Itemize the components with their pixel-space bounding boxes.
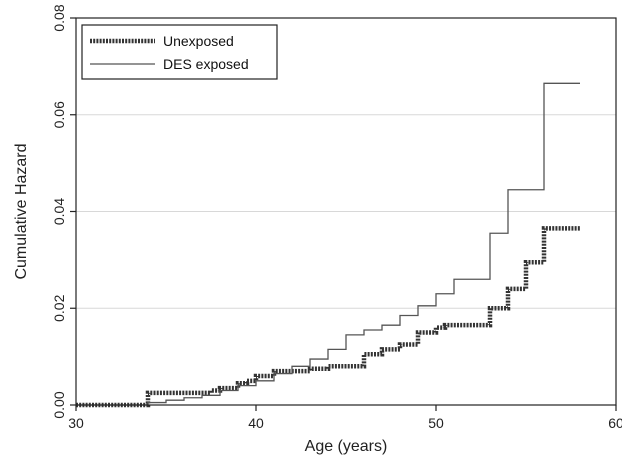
x-tick-label: 40 (248, 415, 264, 431)
legend-box (81, 24, 278, 80)
x-tick-label: 60 (608, 415, 622, 431)
legend-label: Unexposed (163, 33, 234, 49)
legend-label: DES exposed (163, 56, 249, 72)
x-axis-title: Age (years) (305, 438, 388, 455)
y-tick-label: 0.02 (51, 294, 67, 321)
y-tick-label: 0.00 (51, 391, 67, 418)
y-tick-label: 0.08 (51, 4, 67, 31)
y-axis-ticks: 0.00 0.02 0.04 0.06 0.08 (51, 4, 76, 419)
series-line-unexposed (76, 226, 580, 408)
x-axis-ticks: 30 40 50 60 (68, 405, 622, 431)
x-tick-label: 50 (428, 415, 444, 431)
series-line-des-exposed (76, 82, 580, 406)
y-tick-label: 0.04 (51, 198, 67, 225)
series-lines (76, 82, 580, 408)
y-axis-title: Cumulative Hazard (13, 143, 30, 279)
legend: Unexposed DES exposed (81, 24, 278, 80)
gridlines (76, 114, 616, 309)
x-tick-label: 30 (68, 415, 84, 431)
y-tick-label: 0.06 (51, 101, 67, 128)
